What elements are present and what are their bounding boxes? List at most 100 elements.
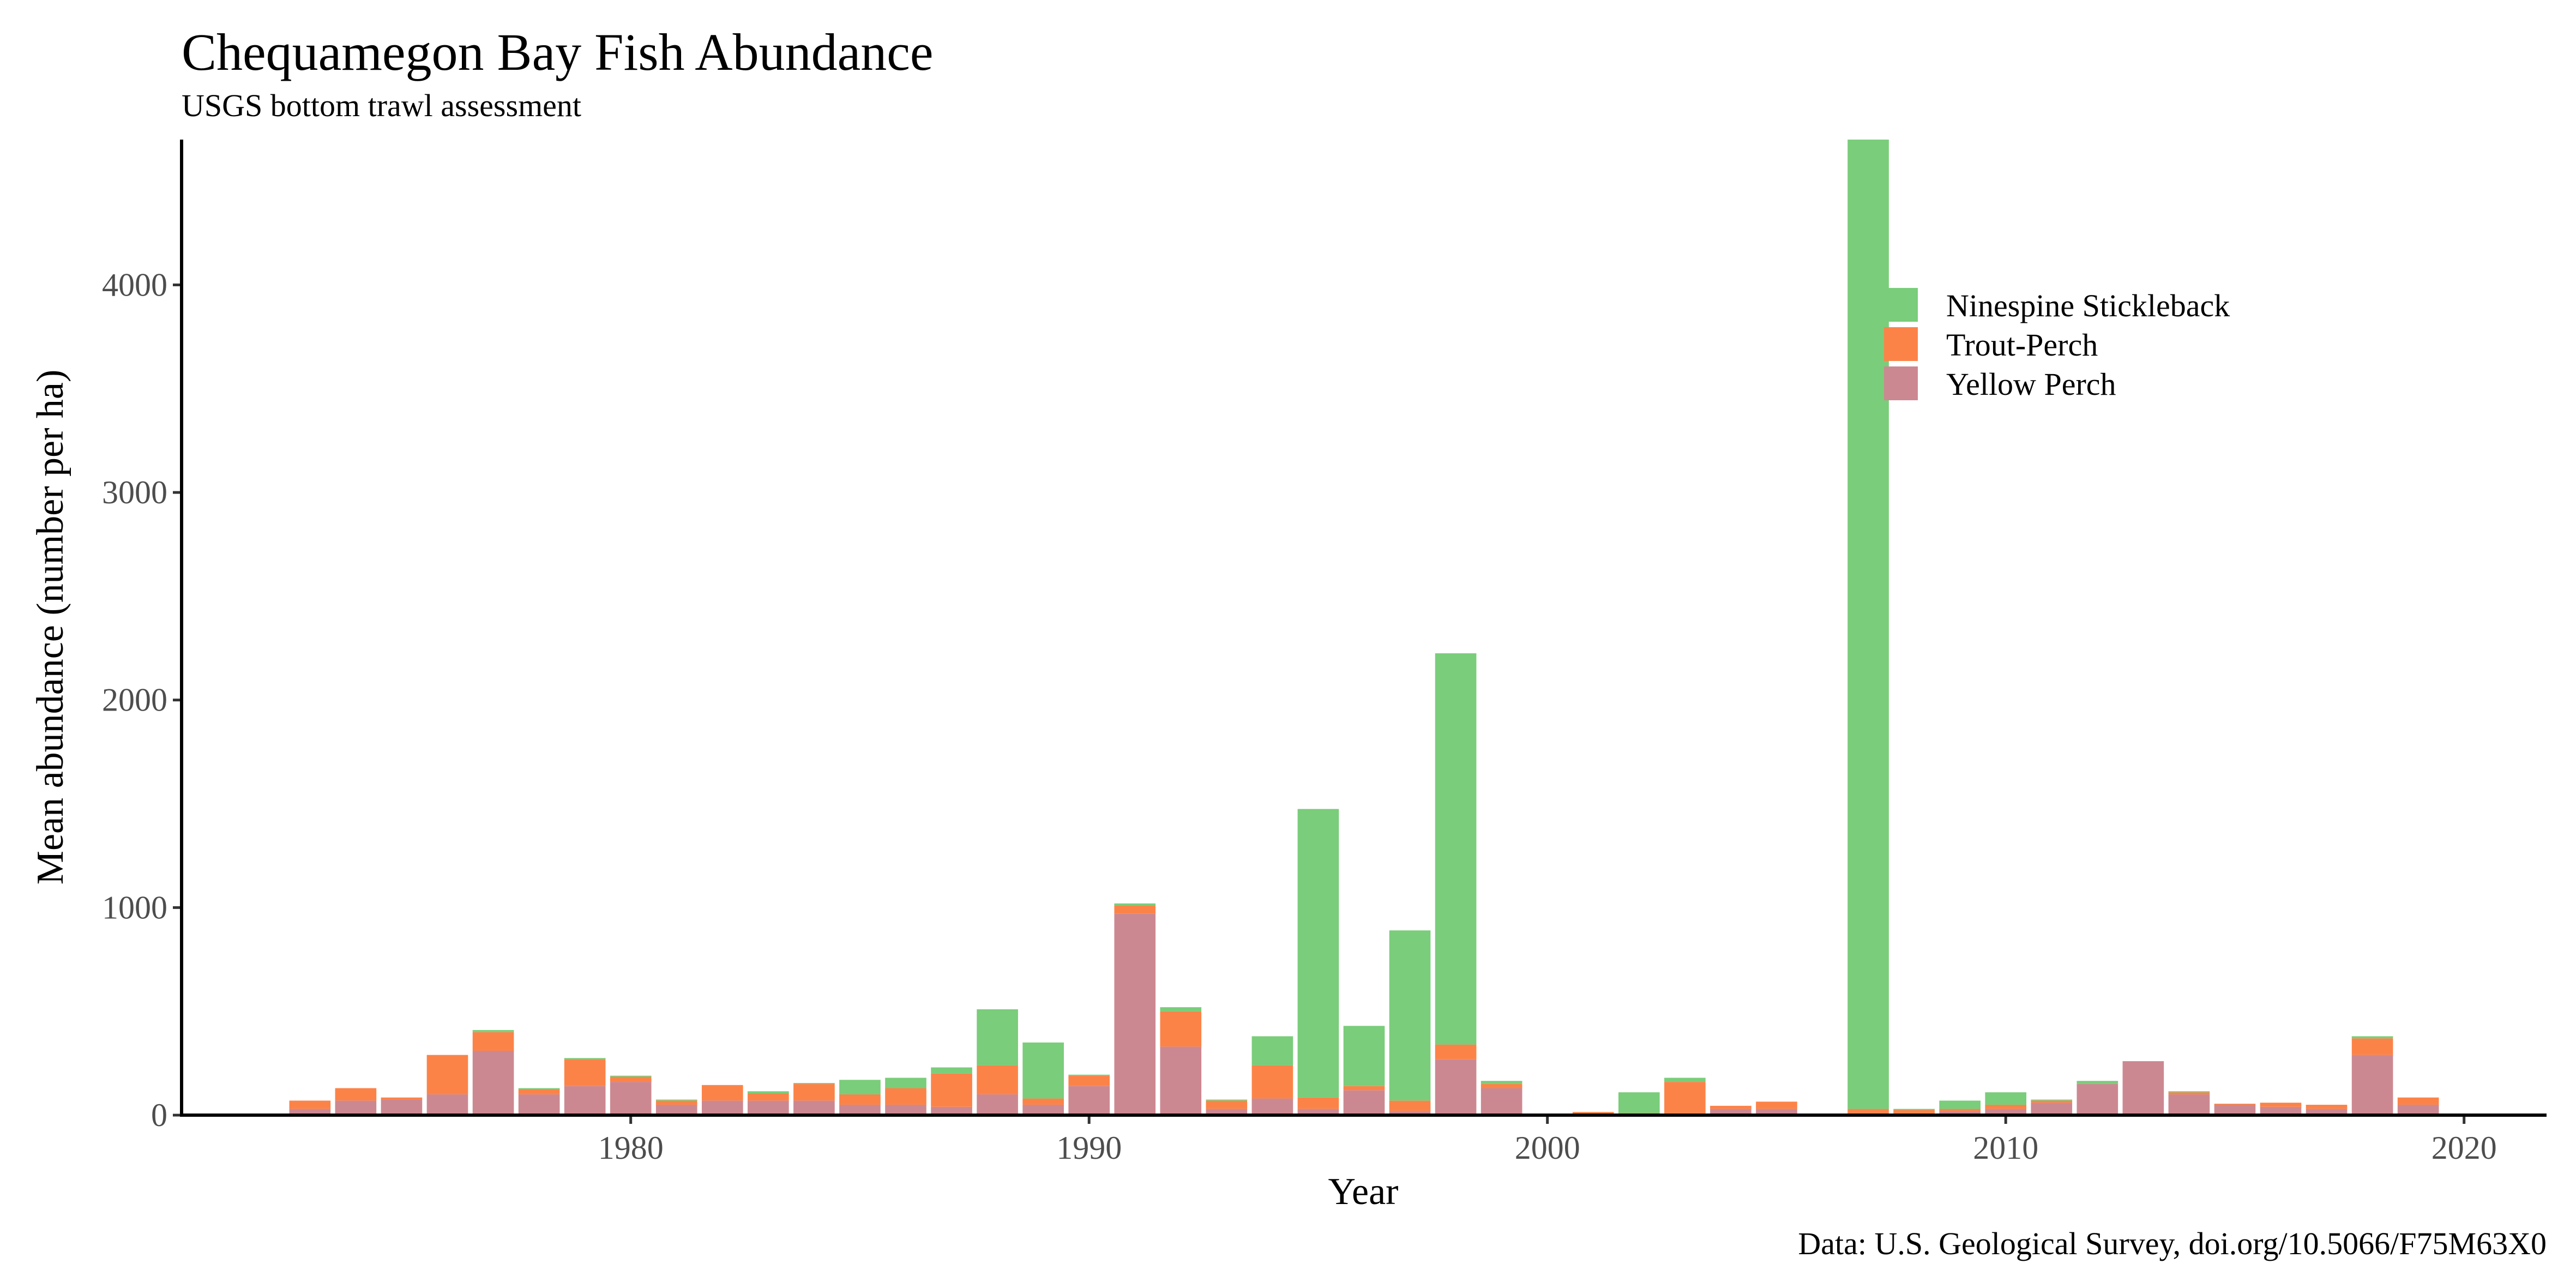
- bar-ninespine-stickleback-2018: [2351, 1036, 2393, 1039]
- legend-swatch-ninespine-stickleback: [1884, 288, 1918, 322]
- bar-trout-perch-1992: [1160, 1011, 1202, 1047]
- bar-ninespine-stickleback-1995: [1297, 809, 1339, 1098]
- bar-trout-perch-2009: [1939, 1109, 1981, 1111]
- bar-trout-perch-1974: [335, 1088, 377, 1101]
- bar-trout-perch-1990: [1068, 1075, 1110, 1086]
- bar-ninespine-stickleback-1989: [1022, 1042, 1064, 1099]
- bar-yellow-perch-1977: [472, 1051, 514, 1115]
- bar-yellow-perch-1974: [335, 1100, 377, 1115]
- bar-ninespine-stickleback-1987: [931, 1067, 972, 1074]
- x-tick-label: 1990: [1056, 1130, 1122, 1166]
- y-axis-title: Mean abundance (number per ha): [29, 370, 71, 885]
- bar-ninespine-stickleback-1980: [610, 1075, 652, 1077]
- bar-trout-perch-2007: [1847, 1109, 1889, 1114]
- chart-title: Chequamegon Bay Fish Abundance: [182, 23, 933, 81]
- bar-yellow-perch-1999: [1480, 1088, 1522, 1115]
- bar-trout-perch-1976: [426, 1055, 468, 1094]
- bar-yellow-perch-1997: [1389, 1111, 1431, 1115]
- bar-yellow-perch-2015: [2214, 1104, 2256, 1115]
- bar-ninespine-stickleback-1979: [564, 1058, 606, 1060]
- bar-ninespine-stickleback-1991: [1114, 903, 1156, 906]
- y-axis-ticks: 0 1000 2000 3000 4000: [102, 267, 182, 1133]
- bar-yellow-perch-1990: [1068, 1086, 1110, 1115]
- bar-ninespine-stickleback-1977: [472, 1030, 514, 1032]
- bar-yellow-perch-2016: [2260, 1106, 2302, 1115]
- bar-trout-perch-1975: [381, 1097, 423, 1100]
- bar-yellow-perch-1987: [931, 1106, 972, 1115]
- bar-yellow-perch-1994: [1251, 1098, 1293, 1115]
- bar-ninespine-stickleback-1988: [977, 1009, 1018, 1066]
- bar-yellow-perch-1982: [701, 1100, 743, 1115]
- bar-trout-perch-1981: [655, 1100, 697, 1105]
- bar-ninespine-stickleback-1985: [839, 1080, 881, 1094]
- bar-trout-perch-1977: [472, 1032, 514, 1051]
- bar-trout-perch-2001: [1572, 1112, 1614, 1115]
- bar-trout-perch-1984: [793, 1084, 835, 1101]
- bar-trout-perch-2015: [2214, 1104, 2256, 1105]
- bar-ninespine-stickleback-2007: [1847, 140, 1889, 1109]
- bar-ninespine-stickleback-1978: [518, 1088, 560, 1090]
- bar-trout-perch-1980: [610, 1076, 652, 1082]
- bar-yellow-perch-1979: [564, 1086, 606, 1115]
- x-tick-label: 2010: [1973, 1130, 2038, 1166]
- bar-trout-perch-1996: [1343, 1086, 1385, 1091]
- bar-ninespine-stickleback-2002: [1618, 1092, 1660, 1114]
- bar-yellow-perch-2010: [1985, 1109, 2027, 1115]
- x-axis-ticks: 1980 1990 2000 2010 2020: [598, 1115, 2497, 1166]
- chart-caption: Data: U.S. Geological Survey, doi.org/10…: [1798, 1226, 2547, 1261]
- bar-trout-perch-2004: [1710, 1105, 1752, 1109]
- bar-trout-perch-1979: [564, 1059, 606, 1086]
- bar-trout-perch-1973: [289, 1100, 331, 1109]
- bar-ninespine-stickleback-1986: [885, 1078, 926, 1088]
- bar-trout-perch-1993: [1206, 1100, 1248, 1109]
- x-tick-label: 2020: [2431, 1130, 2497, 1166]
- bar-trout-perch-1994: [1251, 1065, 1293, 1099]
- bar-yellow-perch-1976: [426, 1094, 468, 1115]
- bar-ninespine-stickleback-1984: [793, 1083, 835, 1084]
- bar-yellow-perch-1975: [381, 1099, 423, 1115]
- bar-yellow-perch-2014: [2168, 1094, 2210, 1115]
- bar-yellow-perch-2011: [2031, 1103, 2073, 1115]
- x-axis-title: Year: [1328, 1171, 1399, 1213]
- bar-ninespine-stickleback-1994: [1251, 1036, 1293, 1066]
- bar-trout-perch-1978: [518, 1089, 560, 1094]
- bar-yellow-perch-1985: [839, 1104, 881, 1115]
- bar-yellow-perch-1981: [655, 1104, 697, 1115]
- bar-ninespine-stickleback-2009: [1939, 1100, 1981, 1109]
- bars: [289, 140, 2439, 1115]
- bar-yellow-perch-1978: [518, 1094, 560, 1115]
- bar-trout-perch-2010: [1985, 1104, 2027, 1109]
- y-tick-label: 3000: [102, 474, 167, 510]
- bar-yellow-perch-2005: [1756, 1109, 1797, 1115]
- chart-subtitle: USGS bottom trawl assessment: [182, 88, 581, 123]
- bar-yellow-perch-1983: [748, 1100, 789, 1115]
- legend-label: Trout-Perch: [1946, 327, 2098, 363]
- y-tick-label: 2000: [102, 682, 167, 718]
- y-tick-label: 1000: [102, 889, 167, 925]
- bar-trout-perch-2014: [2168, 1092, 2210, 1094]
- y-tick-label: 4000: [102, 267, 167, 303]
- bar-yellow-perch-2004: [1710, 1109, 1752, 1115]
- bar-yellow-perch-1996: [1343, 1090, 1385, 1115]
- bar-ninespine-stickleback-2014: [2168, 1091, 2210, 1093]
- bar-trout-perch-2016: [2260, 1103, 2302, 1107]
- bar-yellow-perch-1989: [1022, 1104, 1064, 1115]
- bar-yellow-perch-2017: [2306, 1109, 2348, 1115]
- bar-trout-perch-2018: [2351, 1038, 2393, 1055]
- bar-trout-perch-2003: [1664, 1082, 1706, 1114]
- legend-label: Yellow Perch: [1946, 366, 2116, 402]
- bar-trout-perch-1986: [885, 1088, 926, 1105]
- legend-swatch-trout-perch: [1884, 327, 1918, 361]
- bar-yellow-perch-1995: [1297, 1109, 1339, 1115]
- bar-ninespine-stickleback-2003: [1664, 1078, 1706, 1082]
- bar-yellow-perch-1980: [610, 1082, 652, 1115]
- bar-ninespine-stickleback-1990: [1068, 1074, 1110, 1076]
- bar-trout-perch-1998: [1435, 1044, 1477, 1060]
- bar-ninespine-stickleback-1992: [1160, 1007, 1202, 1012]
- bar-ninespine-stickleback-2011: [2031, 1099, 2073, 1101]
- bar-trout-perch-2008: [1893, 1110, 1935, 1114]
- x-tick-label: 1980: [598, 1130, 664, 1166]
- legend-label: Ninespine Stickleback: [1946, 288, 2230, 323]
